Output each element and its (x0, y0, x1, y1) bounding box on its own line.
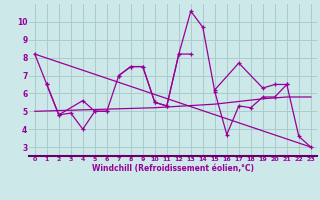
X-axis label: Windchill (Refroidissement éolien,°C): Windchill (Refroidissement éolien,°C) (92, 164, 254, 173)
